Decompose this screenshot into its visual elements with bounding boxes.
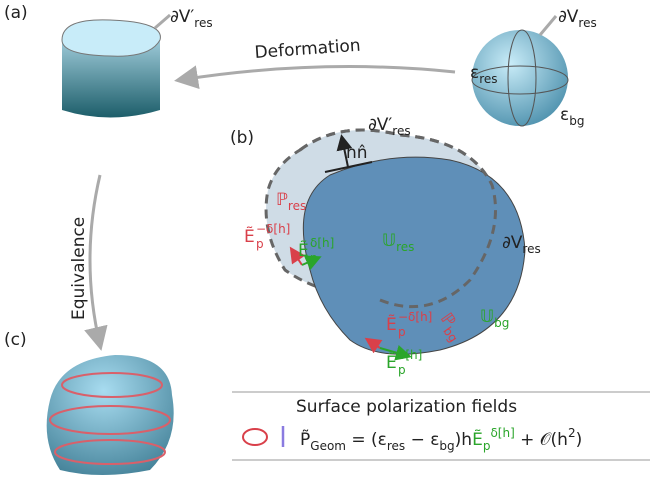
label-base: ε [470, 63, 479, 83]
label-base: ∂V′ [368, 115, 392, 135]
label-sub: res [578, 16, 596, 30]
label-base: Ẽ [244, 225, 255, 247]
formula-part: p [483, 439, 491, 453]
label-text: hn̂ [346, 143, 368, 163]
label-sub: p [398, 325, 406, 339]
label-sub: p [256, 237, 264, 251]
figure: (a) (b) (c) Surface polarization fields … [0, 0, 654, 487]
deformation-arrow [180, 67, 455, 80]
panel-label: (a) [4, 3, 28, 23]
box-title: Surface polarization fields [296, 397, 517, 417]
pointer [540, 16, 556, 35]
label: ∂V′res [368, 115, 411, 138]
label-sub: res [479, 72, 497, 86]
label: ∂Vres [558, 7, 597, 30]
label-sup: δ[h] [310, 236, 334, 250]
formula-part: δ[h] [490, 426, 514, 440]
panel-label: (c) [4, 330, 27, 350]
label-base: ∂V′ [170, 7, 194, 27]
label-base: 𝕌 [480, 307, 494, 327]
label: εbg [560, 105, 584, 128]
label-sub: bg [494, 316, 509, 330]
formula-part: + 𝒪(h [515, 430, 568, 450]
label-sub: res [194, 16, 212, 30]
formula-part: )h [455, 430, 472, 450]
label-base: ℙ [276, 190, 288, 210]
label-sub: res [396, 240, 414, 254]
label: Ẽδ[h]p [386, 348, 422, 377]
label-sub: res [522, 242, 540, 256]
panel-label: (b) [230, 128, 254, 148]
label-text: Deformation [254, 36, 361, 63]
label-base: Ẽ [386, 351, 397, 373]
formula: P̃Geom = (εres − εbg)hẼpδ[h] + 𝒪(h2) [300, 426, 582, 453]
label-base: Ẽ [298, 239, 309, 261]
pointer [155, 15, 170, 28]
formula-part: = (ε [346, 430, 387, 450]
formula-part: Ẽ [472, 428, 483, 450]
label: hn̂ [346, 143, 368, 163]
label-sub: bg [569, 114, 584, 128]
label-base: ∂V [502, 233, 523, 253]
formula-part: P̃ [300, 429, 310, 450]
label-base: ∂V [558, 7, 579, 27]
label-base: 𝕌 [382, 231, 396, 251]
label-sup: −δ[h] [256, 222, 290, 236]
formula-part: Geom [310, 439, 346, 453]
label-sub: res [392, 124, 410, 138]
label-sub: res [288, 199, 306, 213]
label-sub: p [310, 251, 318, 265]
equivalence-arrow [90, 175, 100, 345]
label-text: Equivalence [69, 217, 89, 320]
label-sub: p [398, 363, 406, 377]
formula-part: − ε [405, 430, 439, 450]
label: Equivalence [69, 217, 89, 320]
formula-part: res [387, 439, 405, 453]
label-sup: δ[h] [398, 348, 422, 362]
label: ∂V′res [170, 7, 213, 30]
formula-part: bg [439, 439, 454, 453]
cylinder-top [62, 20, 160, 56]
label: Deformation [254, 36, 361, 63]
label-sup: −δ[h] [398, 310, 432, 324]
label-base: ε [560, 105, 569, 125]
label: ∂Vres [502, 233, 541, 256]
formula-part: 2 [568, 426, 576, 440]
formula-part: ) [576, 430, 583, 450]
label-base: Ẽ [386, 313, 397, 335]
loop-icon [243, 429, 267, 445]
